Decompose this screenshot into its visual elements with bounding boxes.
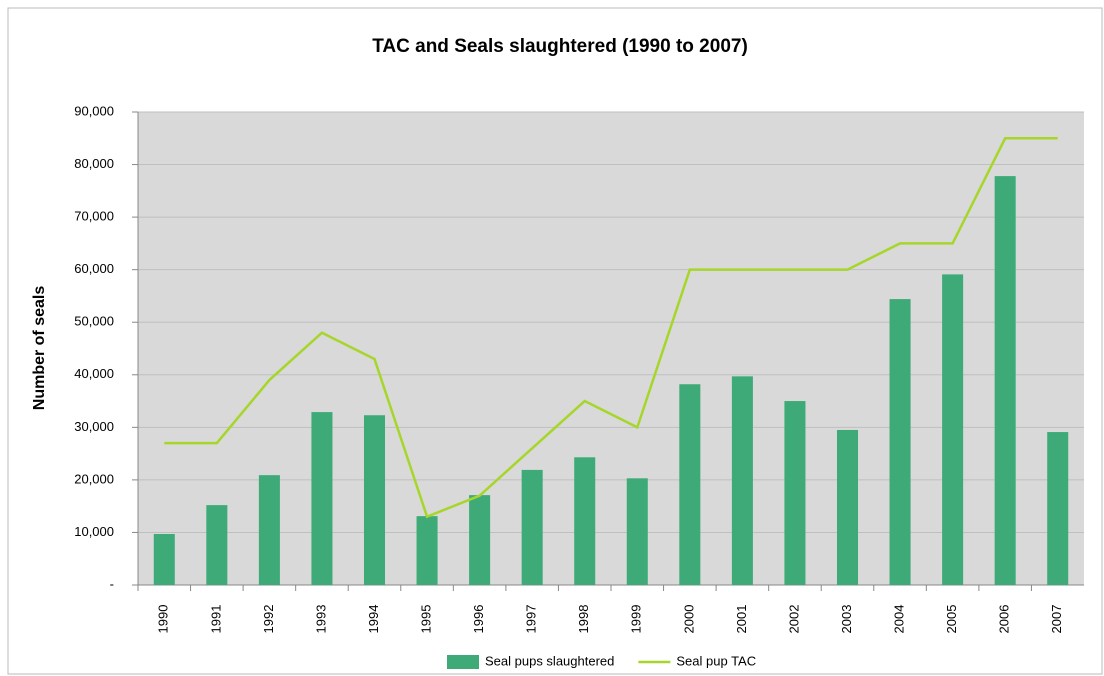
y-tick-label: - <box>110 576 114 591</box>
bar <box>574 457 596 585</box>
x-tick-label: 1996 <box>471 605 486 634</box>
x-tick-label: 1992 <box>261 605 276 634</box>
x-tick-label: 1997 <box>524 605 539 634</box>
y-tick-label: 90,000 <box>74 103 114 118</box>
x-tick-label: 1998 <box>576 605 591 634</box>
bar <box>626 478 648 585</box>
bar <box>731 376 753 585</box>
x-tick-label: 1990 <box>156 605 171 634</box>
bar <box>416 516 438 585</box>
plot-area <box>138 112 1084 585</box>
bar <box>363 415 386 585</box>
bar <box>784 401 806 585</box>
y-tick-label: 70,000 <box>74 209 114 224</box>
bar <box>889 299 911 585</box>
y-tick-label: 20,000 <box>74 471 114 486</box>
bar <box>258 475 280 585</box>
y-tick-label: 30,000 <box>74 419 114 434</box>
bar <box>836 429 859 585</box>
bar <box>1047 432 1069 585</box>
bar <box>521 469 543 585</box>
bar <box>153 534 175 585</box>
legend-label: Seal pups slaughtered <box>485 653 614 668</box>
bar <box>679 384 701 585</box>
bar <box>994 176 1016 585</box>
x-tick-label: 2001 <box>734 605 749 634</box>
x-tick-label: 1993 <box>313 605 328 634</box>
y-tick-label: 80,000 <box>74 156 114 171</box>
x-tick-label: 2005 <box>944 605 959 634</box>
bar <box>942 274 964 585</box>
x-tick-label: 2006 <box>997 605 1012 634</box>
x-tick-label: 2000 <box>681 605 696 634</box>
chart-title: TAC and Seals slaughtered (1990 to 2007) <box>372 36 748 57</box>
x-tick-label: 1994 <box>366 605 381 634</box>
bar <box>469 495 491 585</box>
y-tick-label: 40,000 <box>74 366 114 381</box>
x-tick-label: 1999 <box>629 605 644 634</box>
bar <box>206 505 228 585</box>
x-tick-label: 2003 <box>839 605 854 634</box>
x-tick-label: 1991 <box>208 605 223 634</box>
y-tick-label: 10,000 <box>74 524 114 539</box>
legend-label: Seal pup TAC <box>676 653 756 668</box>
line <box>164 137 1058 519</box>
y-tick-label: 50,000 <box>74 314 114 329</box>
x-tick-label: 2004 <box>891 605 906 634</box>
x-tick-label: 2007 <box>1049 605 1064 634</box>
bar <box>311 412 333 585</box>
y-tick-label: 60,000 <box>74 261 114 276</box>
x-tick-label: 2002 <box>786 605 801 634</box>
x-tick-label: 1995 <box>418 605 433 634</box>
y-axis-label: Number of seals <box>31 286 48 411</box>
legend-swatch <box>447 655 479 669</box>
